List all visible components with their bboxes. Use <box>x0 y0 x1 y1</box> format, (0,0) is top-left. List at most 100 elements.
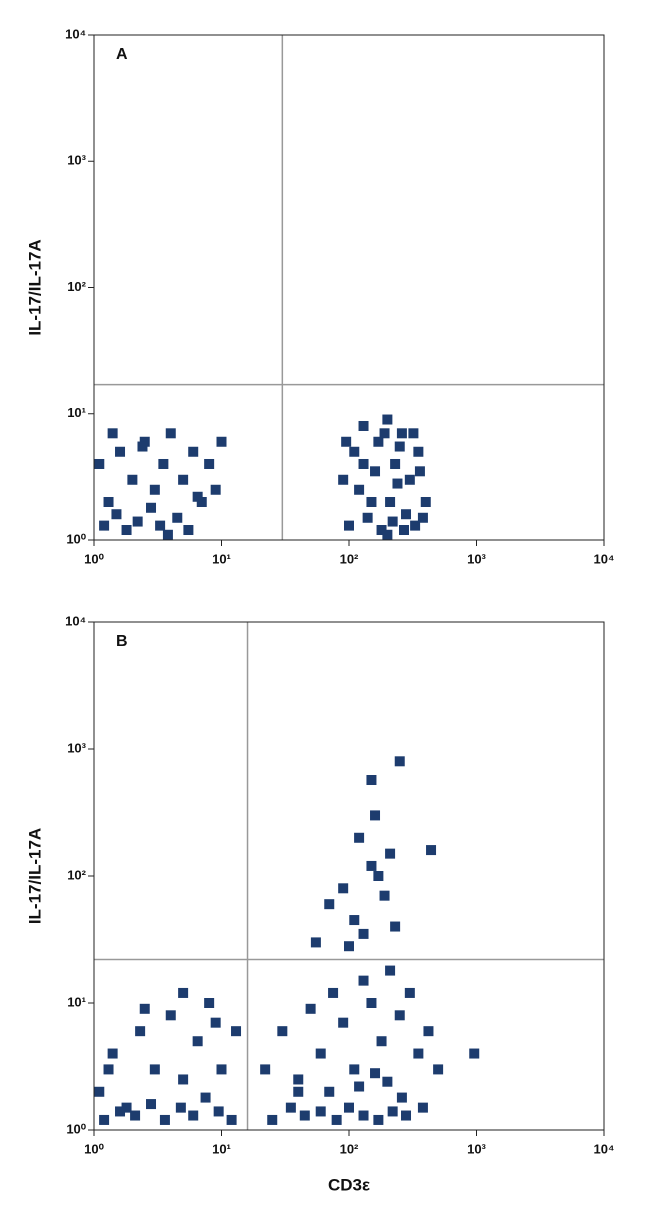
point <box>379 890 390 901</box>
point <box>213 1106 224 1117</box>
point <box>358 1110 369 1121</box>
points <box>94 414 431 540</box>
point <box>394 756 405 767</box>
point <box>285 1102 296 1113</box>
point <box>146 502 157 513</box>
point <box>132 516 143 527</box>
point <box>137 441 148 452</box>
point <box>204 458 215 469</box>
point <box>414 466 425 477</box>
point <box>158 458 169 469</box>
y-tick-label: 10⁰ <box>66 1121 86 1136</box>
point <box>341 436 352 447</box>
point <box>433 1064 444 1075</box>
point <box>188 1110 199 1121</box>
point <box>165 1010 176 1021</box>
point <box>420 496 431 507</box>
point <box>293 1074 304 1085</box>
point <box>146 1099 157 1110</box>
y-axis-label: IL-17/IL-17A <box>25 239 44 335</box>
point <box>99 1114 110 1125</box>
point <box>139 1003 150 1014</box>
x-axis-label: CD3ε <box>328 1175 370 1194</box>
point <box>216 1064 227 1075</box>
point <box>196 496 207 507</box>
point <box>417 512 428 523</box>
point <box>183 525 194 536</box>
point <box>149 1064 160 1075</box>
point <box>370 810 381 821</box>
point <box>210 1017 221 1028</box>
point <box>387 516 398 527</box>
y-tick-label: 10³ <box>67 740 86 755</box>
y-axis-label: IL-17/IL-17A <box>25 828 44 924</box>
point <box>354 832 365 843</box>
point <box>390 921 401 932</box>
point <box>344 520 354 531</box>
point <box>299 1110 310 1121</box>
y-tick-label: 10¹ <box>67 994 86 1009</box>
point <box>366 860 377 871</box>
point <box>338 1017 349 1028</box>
point <box>267 1114 278 1125</box>
point <box>413 1048 424 1059</box>
point <box>293 1086 304 1097</box>
point <box>310 937 321 948</box>
point <box>426 845 437 856</box>
point <box>394 1010 405 1021</box>
point <box>349 915 360 926</box>
point <box>162 529 173 540</box>
point <box>354 1081 365 1092</box>
point <box>226 1114 237 1125</box>
point <box>390 458 401 469</box>
point <box>204 998 215 1008</box>
point <box>423 1026 434 1037</box>
y-tick-label: 10² <box>67 279 86 294</box>
panel: 10⁰ 10¹ 10² 10³ 10⁴ 10⁰ 10¹ 10² 10³ 10⁴ B IL-17/IL-… <box>25 613 614 1194</box>
point <box>99 520 110 531</box>
panel-label: A <box>116 46 128 63</box>
point <box>328 987 339 998</box>
point <box>192 1036 203 1047</box>
point <box>305 1003 316 1014</box>
point <box>349 1064 360 1075</box>
point <box>379 428 390 439</box>
point <box>127 474 138 485</box>
point <box>178 1074 189 1085</box>
x-tick-label: 10³ <box>467 551 486 566</box>
point <box>373 871 384 881</box>
point <box>103 1064 114 1075</box>
point <box>338 474 349 485</box>
x-tick-label: 10⁰ <box>84 1141 104 1156</box>
point <box>172 512 183 523</box>
point <box>387 1106 398 1117</box>
point <box>165 428 176 439</box>
point <box>358 928 369 939</box>
point <box>192 491 203 502</box>
point <box>107 1048 118 1059</box>
point <box>338 883 349 894</box>
point <box>358 458 369 469</box>
y-tick-label: 10⁰ <box>66 531 86 546</box>
point <box>324 899 335 910</box>
x-tick-label: 10¹ <box>212 1141 231 1156</box>
point <box>216 436 227 447</box>
point <box>200 1092 211 1103</box>
point <box>376 1036 387 1047</box>
point <box>417 1102 428 1113</box>
point <box>396 428 407 439</box>
y-tick-label: 10² <box>67 867 86 882</box>
point <box>103 496 114 507</box>
point <box>385 848 396 859</box>
y-tick-label: 10¹ <box>67 405 86 420</box>
point <box>392 478 403 489</box>
x-tick-label: 10¹ <box>212 551 231 566</box>
point <box>277 1026 288 1037</box>
panel: 10⁰ 10¹ 10² 10³ 10⁴ 10⁰ 10¹ 10² 10³ 10⁴ A IL-17/IL-… <box>25 26 614 566</box>
point <box>385 496 396 507</box>
x-tick-label: 10² <box>340 551 359 566</box>
point <box>410 520 421 531</box>
point <box>401 1110 412 1121</box>
point <box>210 484 221 495</box>
